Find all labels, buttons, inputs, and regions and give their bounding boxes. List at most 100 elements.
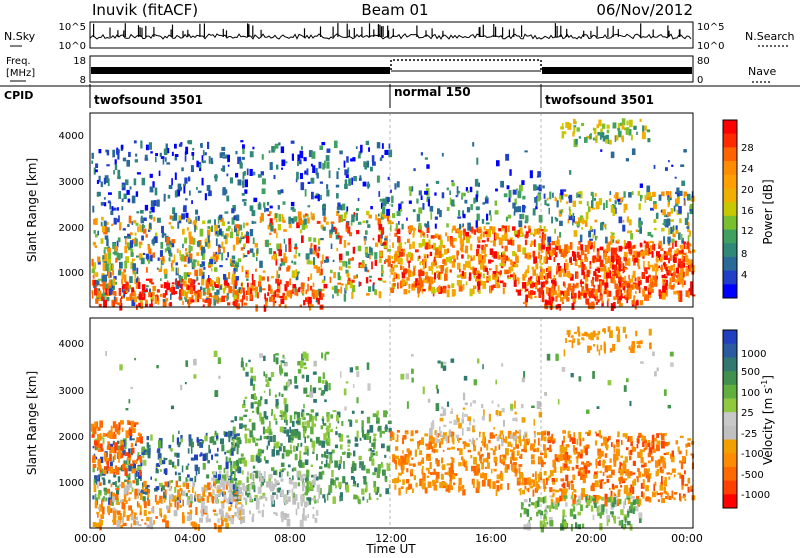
velocity-echo [297,443,299,447]
power-echo [375,215,377,221]
velocity-echo [421,437,424,445]
power-echo [291,261,293,264]
velocity-echo [318,492,320,498]
velocity-echo [147,436,150,440]
velocity-echo [96,512,99,515]
power-echo [618,258,621,264]
power-echo [279,267,281,271]
power-echo [231,208,234,213]
velocity-echo [286,494,288,498]
velocity-echo [164,498,166,503]
power-echo [233,245,236,251]
power-echo [517,191,521,199]
velocity-echo [227,518,230,521]
velocity-echo [120,456,122,459]
power-echo [388,262,391,267]
velocity-echo [223,491,225,494]
power-echo [430,212,432,219]
power-echo [581,123,584,126]
power-echo [94,242,96,247]
cpid-segment-2: normal 150 [394,85,471,99]
power-echo [591,304,594,308]
velocity-echo [413,463,416,467]
power-echo [388,177,390,180]
power-echo [374,252,377,260]
power-echo [430,206,434,212]
power-echo [179,297,182,300]
velocity-echo [186,479,188,481]
power-echo [619,264,621,272]
power-echo [134,140,137,143]
velocity-echo [397,430,400,433]
power-echo [358,198,360,201]
power-echo [399,252,403,257]
velocity-echo [322,471,325,475]
power-echo [475,279,478,282]
power-echo [342,261,345,267]
velocity-echo [473,400,477,403]
power-echo [512,226,515,230]
power-echo [514,211,516,215]
velocity-echo [330,429,333,432]
velocity-echo [394,485,396,490]
power-echo [255,243,258,248]
power-echo [228,226,231,229]
power-echo [169,253,172,257]
power-echo [285,304,287,308]
velocity-echo [297,412,300,418]
velocity-echo [325,352,329,355]
power-echo [266,240,269,247]
power-echo [633,255,635,257]
power-echo [216,238,218,246]
power-echo [647,295,649,301]
velocity-echo [236,444,238,446]
velocity-echo [327,494,329,501]
power-echo [645,249,649,255]
velocity-echo [98,495,100,497]
power-echo [587,270,590,277]
beam-title: Beam 01 [361,1,428,19]
power-echo [538,251,540,258]
velocity-echo [282,453,285,459]
velocity-echo [256,439,260,441]
velocity-echo [241,358,243,366]
power-echo [557,236,559,244]
power-echo [452,255,455,259]
power-echo [188,140,192,144]
power-echo [221,296,225,302]
power-echo [190,237,194,245]
power-echo [602,132,605,138]
power-echo [364,267,367,272]
power-echo [449,256,452,263]
power-echo [170,288,174,293]
power-echo [459,269,461,272]
power-echo [97,180,99,184]
power-echo [344,294,346,302]
power-echo [391,268,393,275]
power-echo [607,130,610,134]
velocity-echo [447,463,451,465]
velocity-echo [353,484,357,486]
velocity-echo [122,502,124,504]
power-echo [188,177,190,182]
velocity-echo [228,436,230,442]
velocity-echo [215,513,218,516]
power-echo [613,126,615,128]
power-echo [437,274,439,278]
power-echo [668,237,670,244]
power-echo [97,231,99,236]
velocity-echo [243,486,247,492]
power-echo [242,180,244,188]
velocity-echo [195,491,197,498]
velocity-echo [288,490,290,493]
power-echo [526,282,528,286]
velocity-echo [128,422,131,425]
velocity-echo [510,457,512,460]
velocity-echo [144,523,146,525]
velocity-echo [280,479,283,482]
power-echo [262,188,266,194]
velocity-echo [390,438,392,441]
velocity-echo [107,461,109,468]
power-echo [628,192,632,198]
power-echo [549,192,551,200]
